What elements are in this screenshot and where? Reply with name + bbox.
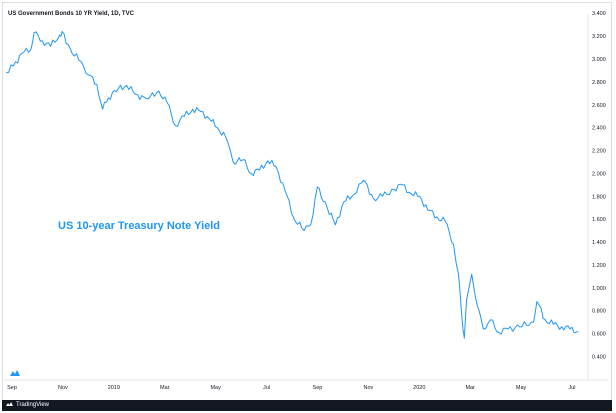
tradingview-logo-icon	[6, 402, 13, 406]
x-tick-label: May	[516, 385, 527, 391]
x-tick-label: 2020	[413, 385, 425, 391]
tradingview-logo-icon[interactable]	[9, 368, 21, 378]
y-tick-label: 2.800	[592, 80, 606, 86]
y-tick-label: 3.000	[592, 57, 606, 63]
footer-brand-label: TradingView	[16, 402, 50, 409]
x-tick-label: Sep	[313, 385, 323, 391]
footer-brand[interactable]: TradingView	[6, 402, 49, 408]
x-axis[interactable]: Sep Nov 2019 Mar May Jul Sep Nov 2020 Mar May Jul	[7, 385, 575, 391]
x-tick-label: May	[210, 385, 221, 391]
chart-panel[interactable]	[2, 2, 612, 408]
x-tick-label: Sep	[7, 385, 17, 391]
y-tick-label: 0.800	[592, 309, 606, 315]
chart-annotation: US 10-year Treasury Note Yield	[58, 220, 221, 232]
y-axis[interactable]: 0.400 0.600 0.800 1.000 1.200 1.400 1.600 1.800…	[592, 11, 606, 360]
x-tick-label: Mar	[160, 385, 170, 391]
chart-title: US Government Bonds 10 YR Yield, 1D, TVC	[8, 11, 134, 17]
y-tick-label: 1.000	[592, 286, 606, 292]
y-tick-label: 0.400	[592, 354, 606, 360]
y-tick-label: 3.200	[592, 34, 606, 40]
footer-bar: TradingView	[2, 400, 612, 411]
y-tick-label: 0.600	[592, 332, 606, 338]
y-tick-label: 3.400	[592, 11, 606, 17]
y-tick-label: 2.200	[592, 149, 606, 155]
x-tick-label: Nov	[58, 385, 68, 391]
y-tick-label: 2.400	[592, 126, 606, 132]
y-tick-label: 1.200	[592, 263, 606, 269]
y-tick-label: 1.600	[592, 217, 606, 223]
y-tick-label: 1.800	[592, 194, 606, 200]
x-tick-label: Nov	[363, 385, 373, 391]
x-tick-label: Jul	[263, 385, 270, 391]
x-tick-label: 2019	[108, 385, 120, 391]
y-tick-label: 1.400	[592, 240, 606, 246]
yield-series-line	[5, 31, 579, 339]
y-tick-label: 2.000	[592, 171, 606, 177]
x-tick-label: Jul	[568, 385, 575, 391]
y-tick-label: 2.600	[592, 103, 606, 109]
x-tick-label: Mar	[465, 385, 475, 391]
